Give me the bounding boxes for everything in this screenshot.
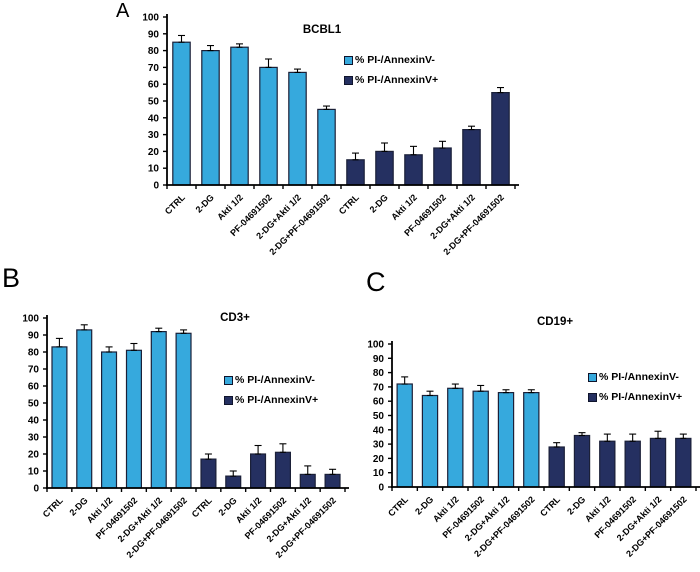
bar bbox=[649, 437, 667, 488]
y-tick-label: 30 bbox=[28, 433, 40, 444]
bar bbox=[599, 440, 616, 488]
y-tick-label: 0 bbox=[33, 484, 39, 495]
bar bbox=[548, 446, 565, 488]
legend-label: % PI-/AnnexinV- bbox=[599, 371, 679, 383]
x-category-label: CTRL bbox=[538, 494, 562, 518]
legend-item: % PI-/AnnexinV+ bbox=[588, 387, 682, 407]
bar bbox=[624, 440, 641, 488]
x-category-label: 2-DG bbox=[413, 494, 435, 516]
y-tick-label: 40 bbox=[373, 425, 385, 436]
legend-swatch-dark-icon bbox=[344, 75, 353, 85]
bar bbox=[396, 383, 413, 488]
y-tick-label: 60 bbox=[28, 382, 40, 393]
legend-b: % PI-/AnnexinV- % PI-/AnnexinV+ bbox=[224, 370, 318, 410]
legend-item: % PI-/AnnexinV- bbox=[344, 50, 438, 70]
y-tick-label: 0 bbox=[153, 181, 159, 192]
y-tick-label: 100 bbox=[142, 13, 159, 24]
y-tick-label: 50 bbox=[373, 411, 385, 422]
bar bbox=[421, 394, 439, 488]
y-tick-label: 30 bbox=[148, 130, 160, 141]
y-tick-label: 10 bbox=[373, 468, 385, 479]
y-tick-label: 100 bbox=[22, 314, 39, 325]
y-tick-label: 100 bbox=[367, 340, 384, 351]
y-tick-label: 70 bbox=[28, 365, 40, 376]
legend-a: % PI-/AnnexinV- % PI-/AnnexinV+ bbox=[344, 50, 438, 90]
bar bbox=[447, 387, 464, 488]
y-tick-label: 40 bbox=[28, 416, 40, 427]
legend-label: % PI-/AnnexinV+ bbox=[599, 391, 683, 403]
legend-swatch-light-icon bbox=[344, 55, 353, 65]
y-tick-label: 20 bbox=[148, 147, 160, 158]
legend-swatch-light-icon bbox=[588, 372, 597, 382]
y-tick-label: 60 bbox=[373, 397, 385, 408]
y-tick-label: 70 bbox=[148, 63, 160, 74]
y-tick-label: 70 bbox=[373, 382, 385, 393]
chart-title-c: CD19+ bbox=[536, 316, 574, 328]
y-tick-label: 80 bbox=[373, 368, 385, 379]
y-tick-label: 90 bbox=[28, 331, 40, 342]
y-tick-label: 0 bbox=[378, 483, 384, 494]
legend-item: % PI-/AnnexinV- bbox=[224, 370, 318, 390]
legend-c: % PI-/AnnexinV- % PI-/AnnexinV+ bbox=[588, 367, 682, 407]
y-tick-label: 60 bbox=[148, 80, 160, 91]
legend-label: % PI-/AnnexinV- bbox=[235, 374, 315, 386]
legend-label: % PI-/AnnexinV+ bbox=[235, 394, 319, 406]
panel-letter-c: C bbox=[366, 267, 386, 297]
y-tick-label: 20 bbox=[28, 450, 40, 461]
panel-letter-b: B bbox=[2, 263, 21, 293]
bar bbox=[675, 437, 692, 488]
legend-swatch-dark-icon bbox=[588, 392, 597, 402]
y-tick-label: 20 bbox=[373, 454, 385, 465]
bar bbox=[573, 434, 591, 488]
legend-item: % PI-/AnnexinV- bbox=[588, 367, 682, 387]
chart-title-a: BCBL1 bbox=[302, 24, 342, 36]
chart-title-b: CD3+ bbox=[220, 312, 250, 324]
y-tick-label: 80 bbox=[148, 46, 160, 57]
x-category-label: CTRL bbox=[386, 494, 410, 518]
y-tick-label: 90 bbox=[373, 354, 385, 365]
bar bbox=[472, 390, 489, 488]
y-tick-label: 50 bbox=[148, 97, 160, 108]
y-tick-label: 10 bbox=[148, 164, 160, 175]
legend-item: % PI-/AnnexinV+ bbox=[224, 390, 318, 410]
legend-label: % PI-/AnnexinV- bbox=[355, 54, 435, 66]
legend-label: % PI-/AnnexinV+ bbox=[355, 74, 439, 86]
y-tick-label: 10 bbox=[28, 467, 40, 478]
y-tick-label: 30 bbox=[373, 440, 385, 451]
y-tick-label: 80 bbox=[28, 348, 40, 359]
x-category-label: 2-DG bbox=[565, 494, 587, 516]
y-tick-label: 40 bbox=[148, 113, 160, 124]
bar bbox=[523, 392, 540, 488]
panel-letter-a: A bbox=[116, 0, 130, 22]
legend-swatch-light-icon bbox=[224, 375, 233, 385]
bar bbox=[497, 392, 515, 488]
legend-swatch-dark-icon bbox=[224, 395, 233, 405]
legend-item: % PI-/AnnexinV+ bbox=[344, 70, 438, 90]
y-tick-label: 90 bbox=[148, 29, 160, 40]
y-tick-label: 50 bbox=[28, 399, 40, 410]
